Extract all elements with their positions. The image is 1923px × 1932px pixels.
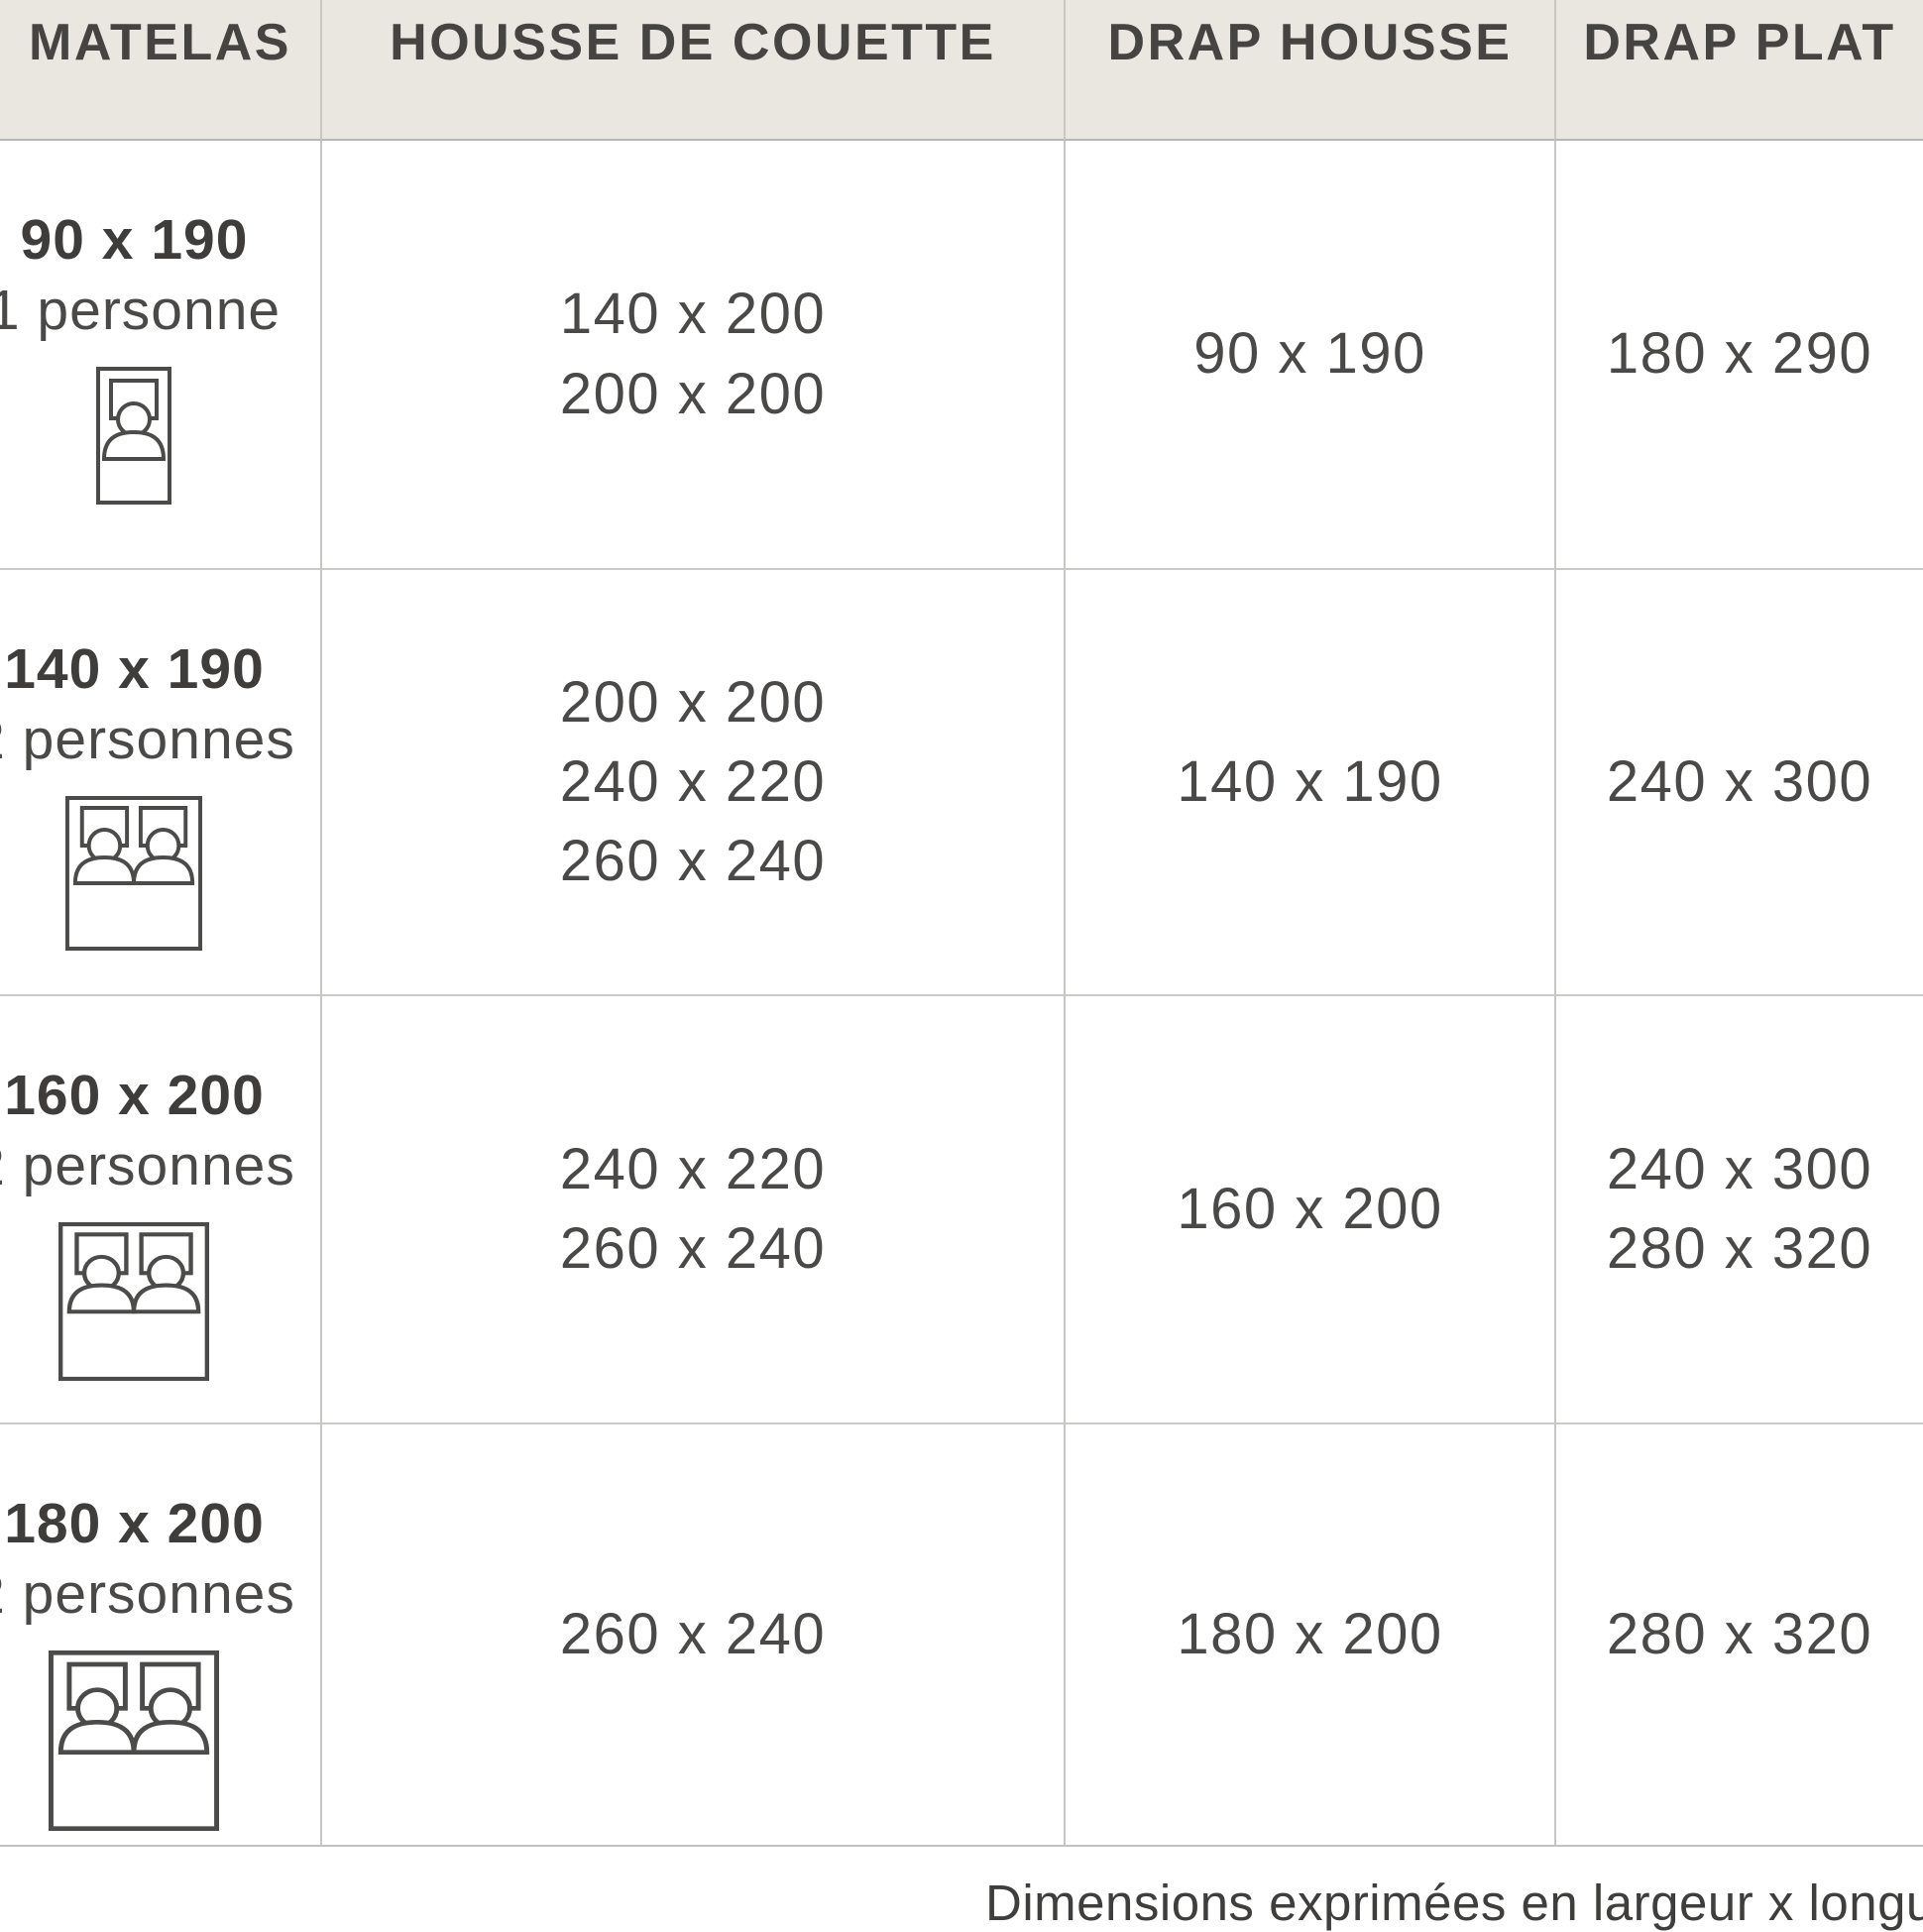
dimensions-footnote: Dimensions exprimées en largeur x longue…: [985, 1875, 1923, 1931]
mattress-size: 90 x 190: [20, 208, 249, 272]
table-row-2-drap-plat: 240 x 300: [1554, 568, 1923, 994]
mattress-persons: 2 personnes: [0, 1562, 295, 1627]
size-value: 280 x 320: [1606, 1601, 1873, 1666]
mattress-size: 160 x 200: [4, 1064, 265, 1127]
size-value: 160 x 200: [1177, 1176, 1443, 1241]
mattress-info: 90 x 190 1 personne: [0, 205, 281, 505]
size-value: 240 x 300: [1606, 748, 1873, 814]
size-value: 240 x 220: [559, 1136, 827, 1201]
double-bed-icon: [58, 1221, 210, 1381]
table-row-2-housse-de-couette: 200 x 200 240 x 220 260 x 240: [320, 568, 1064, 994]
size-value: 90 x 190: [1193, 321, 1426, 387]
table-row-3-drap-housse: 160 x 200: [1064, 994, 1554, 1422]
bed-linen-size-table: MATELAS HOUSSE DE COUETTE DRAP HOUSSE DR…: [0, 0, 1923, 1847]
mattress-persons: 1 personne: [0, 279, 282, 343]
size-value: 180 x 290: [1606, 321, 1873, 387]
size-value: 200 x 200: [559, 669, 827, 735]
size-value: 240 x 220: [559, 748, 827, 814]
size-value: 260 x 240: [559, 1216, 827, 1281]
size-value: 140 x 200: [559, 282, 827, 347]
table-row-1-drap-plat: 180 x 290: [1554, 141, 1923, 568]
size-value: 200 x 200: [559, 361, 827, 426]
single-bed-icon: [96, 366, 172, 505]
column-header-drap-plat: DRAP PLAT: [1554, 0, 1923, 141]
column-header-matelas: MATELAS: [0, 0, 320, 141]
table-row-3-housse-de-couette: 240 x 220 260 x 240: [320, 994, 1064, 1422]
table-row-3-drap-plat: 240 x 300 280 x 320: [1554, 994, 1923, 1422]
column-header-matelas-label: MATELAS: [29, 14, 291, 71]
mattress-info: 180 x 200 2 personnes: [0, 1489, 295, 1831]
column-header-drap-housse-label: DRAP HOUSSE: [1107, 14, 1513, 71]
table-row-2-drap-housse: 140 x 190: [1064, 568, 1554, 994]
mattress-persons: 2 personnes: [0, 1134, 295, 1198]
size-value: 260 x 240: [559, 1601, 827, 1666]
size-value: 240 x 300: [1606, 1136, 1873, 1201]
double-bed-icon: [65, 795, 203, 951]
mattress-size: 140 x 190: [4, 637, 265, 701]
column-header-drap-housse: DRAP HOUSSE: [1064, 0, 1554, 141]
table-row-1-drap-housse: 90 x 190: [1064, 141, 1554, 568]
column-header-drap-plat-label: DRAP PLAT: [1583, 14, 1896, 71]
mattress-persons: 2 personnes: [0, 708, 295, 772]
column-header-housse-de-couette-label: HOUSSE DE COUETTE: [390, 14, 996, 71]
size-value: 140 x 190: [1177, 748, 1443, 814]
mattress-info: 140 x 190 2 personnes: [0, 634, 295, 951]
size-value: 260 x 240: [559, 829, 827, 894]
table-row-1-housse-de-couette: 140 x 200 200 x 200: [320, 141, 1064, 568]
table-row-4-housse-de-couette: 260 x 240: [320, 1422, 1064, 1847]
size-value: 180 x 200: [1177, 1601, 1443, 1666]
mattress-size: 180 x 200: [4, 1492, 265, 1555]
table-row-4-drap-housse: 180 x 200: [1064, 1422, 1554, 1847]
double-bed-icon: [49, 1649, 220, 1831]
size-value: 280 x 320: [1606, 1216, 1873, 1281]
mattress-info: 160 x 200 2 personnes: [0, 1061, 295, 1381]
column-header-housse-de-couette: HOUSSE DE COUETTE: [320, 0, 1064, 141]
table-row-4-drap-plat: 280 x 320: [1554, 1422, 1923, 1847]
table-row-1-matelas: 90 x 190 1 personne: [0, 141, 320, 568]
table-row-3-matelas: 160 x 200 2 personnes: [0, 994, 320, 1422]
table-row-2-matelas: 140 x 190 2 personnes: [0, 568, 320, 994]
table-row-4-matelas: 180 x 200 2 personnes: [0, 1422, 320, 1847]
